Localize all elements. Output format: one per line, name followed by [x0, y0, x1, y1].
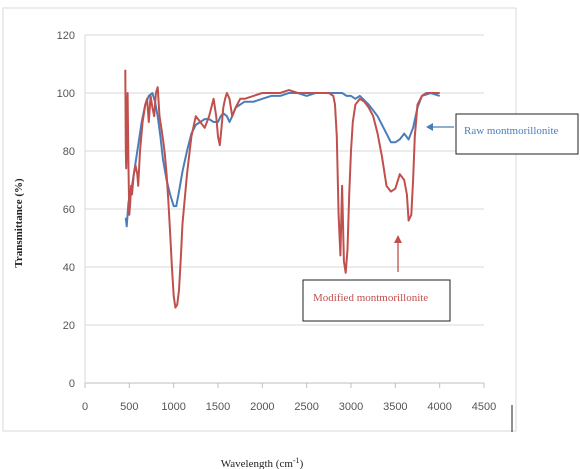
modified-annotation-arrow-head-icon [394, 235, 402, 243]
raw-annotation-label: Raw montmorillonite [464, 125, 559, 137]
y-tick-label-60: 60 [63, 204, 75, 216]
x-axis-title: Wavelength (cm-1) [221, 456, 304, 469]
x-tick-label-4000: 4000 [427, 401, 451, 413]
raw-annotation-arrow-head-icon [426, 123, 433, 131]
y-tick-labels: 0 20 40 60 80 100 120 [57, 30, 75, 390]
x-tick-label-3500: 3500 [383, 401, 407, 413]
raw-annotation-box [455, 113, 579, 155]
modified-montmorillonite-line [124, 69, 440, 309]
axes [84, 35, 485, 388]
x-tick-label-2500: 2500 [294, 401, 318, 413]
modified-annotation-box [302, 279, 451, 322]
plot-lines [124, 69, 441, 309]
x-axis-title-main: Wavelength (cm [221, 458, 294, 469]
y-tick-label-20: 20 [63, 320, 75, 332]
y-axis-title: Transmittance (%) [13, 178, 25, 268]
x-tick-label-1500: 1500 [206, 401, 230, 413]
y-tick-label-40: 40 [63, 262, 75, 274]
y-tick-label-100: 100 [57, 88, 75, 100]
x-tick-label-2000: 2000 [250, 401, 274, 413]
raw-montmorillonite-line [124, 92, 441, 228]
raw-montmorillonite-annotation: Raw montmorillonite [426, 113, 579, 155]
y-tick-label-80: 80 [63, 146, 75, 158]
x-tick-label-500: 500 [120, 401, 138, 413]
chart-border [2, 7, 517, 432]
modified-montmorillonite-annotation: Modified montmorillonite [302, 235, 451, 322]
x-tick-labels: 0 500 1000 1500 2000 2500 3000 3500 4000 4500 [82, 401, 496, 413]
modified-annotation-label: Modified montmorillonite [313, 292, 428, 304]
x-axis-title-superscript: -1 [293, 456, 300, 465]
x-tick-label-3000: 3000 [339, 401, 363, 413]
x-tick-label-1000: 1000 [161, 401, 185, 413]
y-tick-label-0: 0 [69, 378, 75, 390]
x-tick-label-4500: 4500 [472, 401, 496, 413]
x-tick-label-0: 0 [82, 401, 88, 413]
x-axis-title-tail: ) [300, 458, 304, 469]
y-tick-label-120: 120 [57, 30, 75, 42]
